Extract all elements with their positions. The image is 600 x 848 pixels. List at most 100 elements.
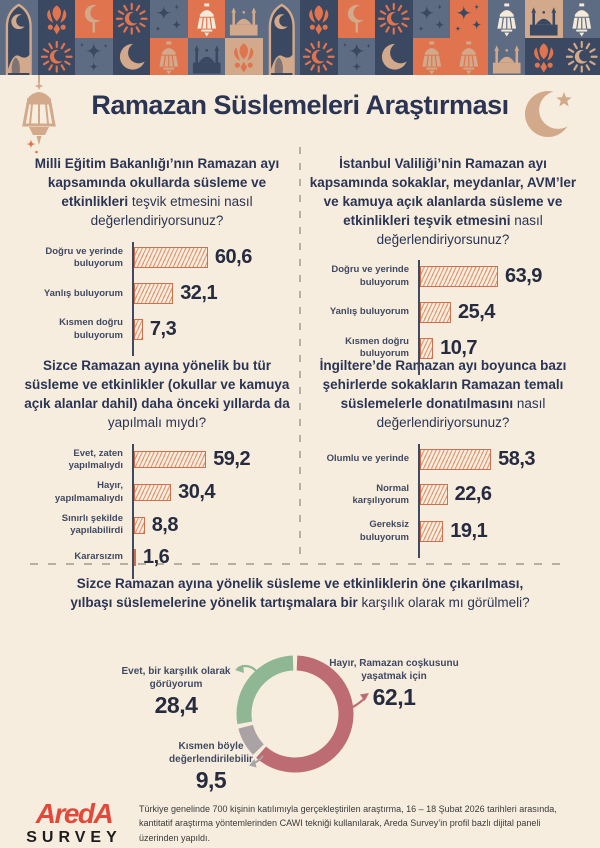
diamonds-icon xyxy=(75,37,113,75)
bar xyxy=(420,484,448,506)
big-moon-icon xyxy=(375,37,413,75)
question-title: Milli Eğitim Bakanlığı’nın Ramazan ayı k… xyxy=(34,156,280,228)
big-moon-icon xyxy=(112,37,150,75)
questions-area: Milli Eğitim Bakanlığı’nın Ramazan ayı k… xyxy=(0,143,600,579)
footer: AredA SURVEY Türkiye genelinde 700 kişin… xyxy=(0,787,600,848)
sparkles-icon xyxy=(150,0,188,38)
mosque-icon xyxy=(225,0,263,38)
bar-value: 32,1 xyxy=(180,282,218,305)
sparkle-icon xyxy=(25,139,39,160)
bar-row: Doğru ve yerinde buluyorum 60,6 xyxy=(38,246,300,271)
bar-label: Kararsızım xyxy=(74,550,123,562)
lantern-icon xyxy=(412,37,450,75)
arch-mosque-icon xyxy=(0,0,38,75)
bar-value: 58,3 xyxy=(498,447,536,470)
lantern-icon xyxy=(487,0,525,38)
bar-chart: Evet, zaten yapılmalıydı 59,2 Hayır, yapıl… xyxy=(38,443,300,579)
bar-label: Kısmen doğru buluyorum xyxy=(345,336,409,360)
donut-chart xyxy=(236,655,354,773)
bar xyxy=(420,448,492,470)
donut-label-hayir: Hayır, Ramazan coşkusunu yaşatmak için 6… xyxy=(329,658,459,710)
bar-value: 59,2 xyxy=(213,448,251,471)
burst-moon-icon xyxy=(375,0,413,38)
bar-row: Kararsızım 1,6 xyxy=(38,546,300,569)
bar-label: Yanlış buluyorum xyxy=(329,306,409,318)
bar-row: Hayır, yapılmamalıydı 30,4 xyxy=(38,480,300,505)
burst-moon-icon xyxy=(112,0,150,38)
question-title: İstanbul Valiliği’nin Ramazan ayı kapsam… xyxy=(309,156,577,247)
bar-value: 7,3 xyxy=(149,318,177,341)
arch-mosque-icon xyxy=(262,0,300,75)
bar-value: 60,6 xyxy=(214,246,252,269)
lantern-icon xyxy=(450,37,488,75)
donut-chart-section: Sizce Ramazan ayına yönelik süsleme ve e… xyxy=(0,575,600,793)
bar-value: 10,7 xyxy=(440,336,478,359)
bar-value: 19,1 xyxy=(450,520,488,543)
bar-row: Normal karşılıyorum 22,6 xyxy=(324,483,586,508)
moon-pole-icon xyxy=(337,0,375,38)
lantern-icon xyxy=(187,0,225,38)
bar-label: Yanlış buluyorum xyxy=(43,287,123,299)
bar-row: Doğru ve yerinde buluyorum 63,9 xyxy=(324,264,586,289)
crescent-star-icon xyxy=(520,84,584,145)
bar-value: 22,6 xyxy=(454,483,492,506)
question-title: İngiltere’de Ramazan ayı boyunca bazı şe… xyxy=(319,358,567,430)
rose-arrow-icon xyxy=(351,692,371,714)
logo-wordmark: AredA xyxy=(35,798,114,829)
areda-survey-logo: AredA SURVEY xyxy=(22,800,126,847)
sparkles-icon xyxy=(412,0,450,38)
burst-moon-icon xyxy=(300,37,338,75)
bar-value: 25,4 xyxy=(458,301,495,324)
green-arrow-icon xyxy=(233,661,261,682)
bar-label: Hayır, yapılmamalıydı xyxy=(54,480,123,504)
bar-value: 1,6 xyxy=(143,545,170,568)
question-block-4: İngiltere’de Ramazan ayı boyunca bazı şe… xyxy=(300,345,586,561)
bar xyxy=(134,247,208,269)
bar-row: Evet, zaten yapılmalıydı 59,2 xyxy=(38,448,300,473)
bar-value: 8,8 xyxy=(151,513,179,536)
header: Ramazan Süslemeleri Araştırması xyxy=(0,75,600,145)
bar-label: Sınırlı şekilde yapılabilirdi xyxy=(61,512,123,537)
bar-row: Sınırlı şekilde yapılabilirdi 8,8 xyxy=(38,513,300,538)
bar-row: Olumlu ve yerinde 58,3 xyxy=(324,448,586,471)
sparkles-icon xyxy=(450,0,488,38)
tulip-lamp-icon xyxy=(525,37,563,75)
bar-row: Yanlış buluyorum 32,1 xyxy=(38,282,300,305)
donut-question-title: Sizce Ramazan ayına yönelik süsleme ve e… xyxy=(70,576,530,610)
bar-row: Gereksiz buluyorum 19,1 xyxy=(324,519,586,544)
logo-survey-text: SURVEY xyxy=(26,829,122,846)
bar-chart: Doğru ve yerinde buluyorum 63,9 Yanlış bul… xyxy=(324,260,586,376)
mosque-icon xyxy=(187,37,225,75)
bar xyxy=(134,484,172,502)
bar-row: Kısmen doğru buluyorum 7,3 xyxy=(38,317,300,342)
donut-segment-1 xyxy=(236,655,354,773)
bar-label: Gereksiz buluyorum xyxy=(359,519,409,543)
bar xyxy=(134,451,207,469)
question-block-2: İstanbul Valiliği’nin Ramazan ayı kapsam… xyxy=(300,143,586,376)
bar xyxy=(134,319,143,341)
donut-label-kismen: Kısmen böyle değerlendirilebilir 9,5 xyxy=(169,741,253,793)
tulip-lamp-icon xyxy=(300,0,338,38)
bar-label: Olumlu ve yerinde xyxy=(326,452,409,464)
methodology-note: Türkiye genelinde 700 kişinin katılımıyl… xyxy=(139,803,557,843)
mosque-icon xyxy=(487,37,525,75)
donut-label-evet: Evet, bir karşılık olarak görüyorum 28,4 xyxy=(121,666,231,718)
bar-label: Evet, zaten yapılmalıydı xyxy=(68,447,123,471)
lantern-icon xyxy=(150,37,188,75)
bar-chart: Doğru ve yerinde buluyorum 60,6 Yanlış bul… xyxy=(38,241,300,357)
bar xyxy=(134,283,174,305)
grey-arrow-icon xyxy=(247,754,265,774)
bar-label: Doğru ve yerinde buluyorum xyxy=(331,264,409,288)
tulip-lamp-icon xyxy=(225,37,263,75)
burst-moon-icon xyxy=(562,37,600,75)
bar xyxy=(134,548,136,566)
diamonds-icon xyxy=(337,37,375,75)
lantern-icon xyxy=(562,0,600,38)
bar-chart: Olumlu ve yerinde 58,3 Normal karşılıyorum… xyxy=(324,443,586,559)
burst-moon-icon xyxy=(37,37,75,75)
horizontal-dashed-divider xyxy=(30,563,570,565)
moon-pole-icon xyxy=(75,0,113,38)
bar xyxy=(420,266,498,288)
donut-segment-0 xyxy=(236,655,354,773)
